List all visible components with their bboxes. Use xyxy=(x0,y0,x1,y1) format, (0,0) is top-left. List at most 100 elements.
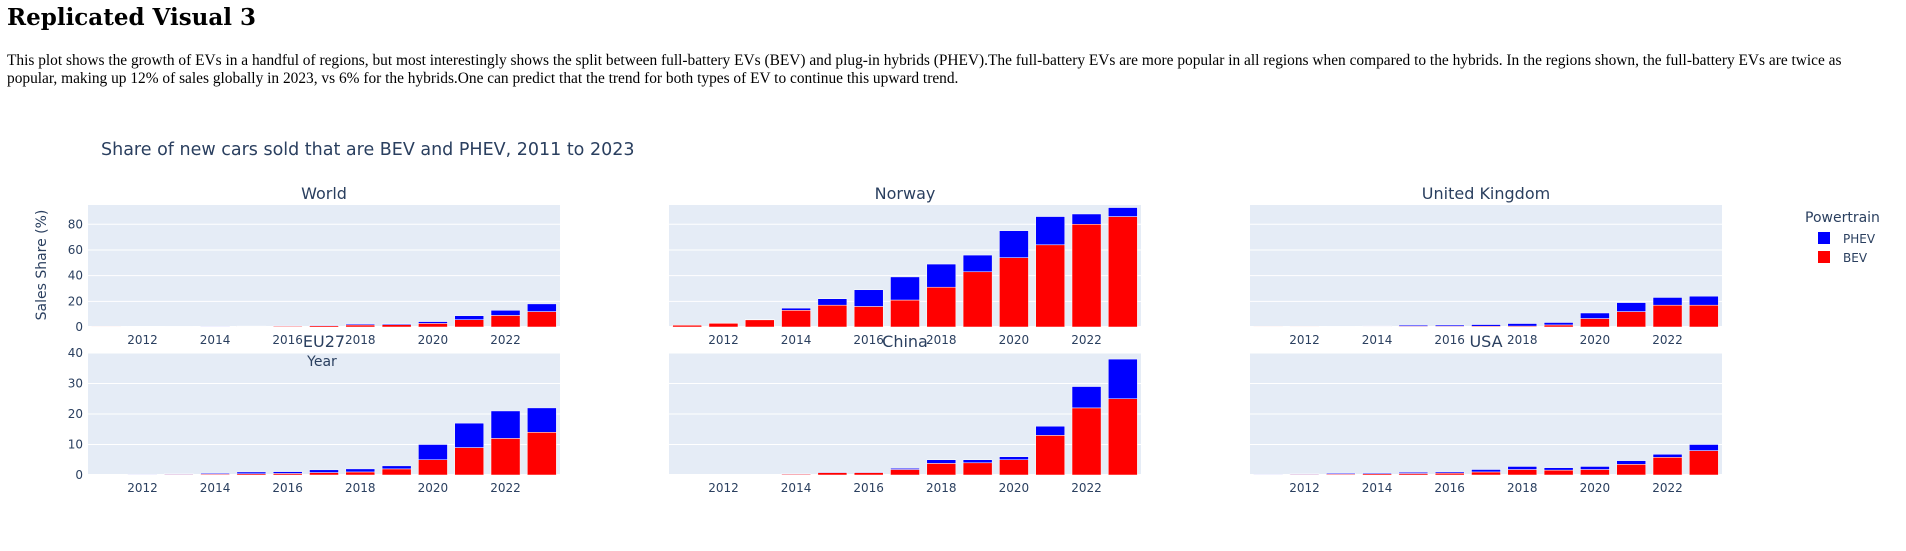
bar-phev-norway xyxy=(781,307,811,311)
bar-phev-world xyxy=(309,324,339,326)
bar-phev-united-kingdom xyxy=(1689,295,1719,306)
bar-bev-usa xyxy=(1652,457,1683,476)
bar-bev-china xyxy=(853,472,884,476)
bar-phev-eu27 xyxy=(454,422,485,448)
bar-bev-norway xyxy=(672,324,702,328)
bar-bev-world xyxy=(418,323,448,328)
bar-bev-world xyxy=(454,319,485,328)
x-tick-label: 2018 xyxy=(1507,333,1538,347)
bar-bev-united-kingdom xyxy=(1543,324,1574,328)
bar-phev-china xyxy=(926,459,957,464)
x-tick-label: 2022 xyxy=(490,481,521,495)
bar-bev-world xyxy=(381,324,412,328)
bar-bev-eu27 xyxy=(454,447,485,476)
bar-phev-world xyxy=(345,323,376,326)
bar-phev-eu27 xyxy=(490,410,521,439)
bar-bev-eu27 xyxy=(418,459,448,476)
y-axis-label: Sales Share (%) xyxy=(34,210,50,321)
bar-bev-norway xyxy=(817,304,848,328)
bar-phev-united-kingdom xyxy=(1616,302,1647,312)
legend-item-bev[interactable]: BEV xyxy=(1818,251,1868,265)
x-tick-label: 2020 xyxy=(1580,333,1611,347)
x-tick-label: 2014 xyxy=(781,333,812,347)
x-tick-label: 2014 xyxy=(200,333,231,347)
chart-title: Share of new cars sold that are BEV and … xyxy=(101,140,635,160)
panel-china: 2012 2014 2016 2018 2020 2022 China xyxy=(669,332,1141,495)
bar-phev-world xyxy=(418,321,448,324)
bar-bev-eu27 xyxy=(490,438,521,476)
x-tick-label: 2018 xyxy=(926,481,957,495)
x-tick-label: 2016 xyxy=(853,481,884,495)
x-tick-label: 2022 xyxy=(1652,333,1683,347)
panel-title-eu27: EU27 xyxy=(303,332,345,351)
legend-swatch-bev xyxy=(1818,251,1830,263)
bar-bev-norway xyxy=(890,299,920,328)
bar-bev-norway xyxy=(1108,216,1138,328)
bar-bev-usa xyxy=(1543,469,1574,476)
bar-phev-norway xyxy=(1071,213,1102,225)
x-tick-label: 2016 xyxy=(1434,333,1465,347)
bar-phev-world xyxy=(381,323,412,325)
x-tick-label: 2012 xyxy=(127,481,158,495)
panel-eu27: 0 10 20 30 40 2012 2014 2016 2018 2020 2022 EU27 xyxy=(68,332,560,495)
bar-bev-china xyxy=(1071,407,1102,476)
bar-bev-eu27 xyxy=(381,468,412,476)
bar-phev-china xyxy=(1035,425,1066,436)
x-tick-label: 2016 xyxy=(272,481,303,495)
bar-phev-norway xyxy=(999,230,1029,258)
x-tick-label: 2020 xyxy=(418,333,449,347)
y-tick-label: 20 xyxy=(68,294,83,308)
bar-phev-usa xyxy=(1580,466,1610,470)
x-tick-label: 2020 xyxy=(418,481,449,495)
bar-phev-norway xyxy=(817,298,848,306)
bar-bev-world xyxy=(527,311,557,328)
x-tick-label: 2012 xyxy=(1289,333,1320,347)
bar-phev-eu27 xyxy=(345,468,376,473)
panel-title-world: World xyxy=(301,184,347,203)
bar-phev-norway xyxy=(926,263,957,288)
bar-phev-usa xyxy=(1689,444,1719,451)
bar-phev-china xyxy=(999,456,1029,461)
bar-phev-usa xyxy=(1362,472,1392,475)
bar-phev-united-kingdom xyxy=(1471,324,1501,327)
panel-usa: 2012 2014 2016 2018 2020 2022 USA xyxy=(1250,332,1722,495)
bar-bev-usa xyxy=(1689,450,1719,476)
legend-swatch-phev xyxy=(1818,232,1830,244)
bar-phev-china xyxy=(962,459,993,464)
panel-world: 0 20 40 60 80 2012 2014 2016 2018 2020 2022 World xyxy=(68,184,560,347)
bar-bev-norway xyxy=(999,257,1029,328)
panel-united-kingdom: 2012 2014 2016 2018 2020 2022 United Kingdom xyxy=(1250,184,1722,347)
bar-phev-usa xyxy=(1398,472,1429,474)
legend-item-phev[interactable]: PHEV xyxy=(1818,232,1876,246)
bar-phev-eu27 xyxy=(418,444,448,460)
bar-bev-usa xyxy=(1616,464,1647,476)
legend-title: Powertrain xyxy=(1805,210,1880,226)
x-tick-label: 2018 xyxy=(926,333,957,347)
x-tick-label: 2018 xyxy=(345,481,376,495)
x-tick-label: 2020 xyxy=(999,481,1030,495)
x-tick-label: 2014 xyxy=(1362,481,1393,495)
plot-area-united-kingdom xyxy=(1250,205,1722,327)
bar-phev-eu27 xyxy=(527,407,557,433)
y-tick-label: 10 xyxy=(68,438,83,452)
y-tick-label: 40 xyxy=(68,346,83,360)
bar-phev-china xyxy=(817,471,848,473)
legend: Powertrain PHEV BEV xyxy=(1805,210,1880,265)
y-tick-label: 60 xyxy=(68,243,83,257)
bar-phev-eu27 xyxy=(236,471,267,475)
y-tick-label: 30 xyxy=(68,377,83,391)
x-tick-label: 2018 xyxy=(1507,481,1538,495)
x-tick-label: 2014 xyxy=(200,481,231,495)
bar-phev-norway xyxy=(890,276,920,301)
bar-bev-united-kingdom xyxy=(1652,304,1683,328)
bar-phev-china xyxy=(890,468,920,470)
x-tick-label: 2020 xyxy=(999,333,1030,347)
x-tick-label: 2016 xyxy=(853,333,884,347)
bar-phev-usa xyxy=(1471,469,1501,473)
bar-bev-china xyxy=(1035,435,1066,476)
bar-bev-world xyxy=(345,324,376,328)
x-tick-label: 2022 xyxy=(490,333,521,347)
bar-bev-usa xyxy=(1507,469,1538,476)
bar-bev-eu27 xyxy=(309,472,339,476)
